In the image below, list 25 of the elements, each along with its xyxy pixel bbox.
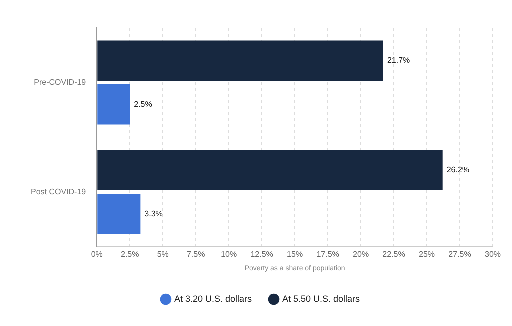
data-label: 3.3% (144, 209, 163, 218)
y-tick-label: Pre-COVID-19 (34, 78, 87, 87)
x-tick-label: 27.5% (448, 250, 472, 260)
bar (98, 40, 384, 81)
x-tick-label: 20% (353, 250, 370, 260)
data-label: 2.5% (134, 100, 152, 109)
legend-label: At 5.50 U.S. dollars (282, 294, 361, 304)
x-tick-label: 22.5% (382, 250, 406, 260)
x-tick-label: 12.5% (250, 250, 274, 260)
x-tick-label: 17.5% (316, 250, 340, 260)
x-tick-label: 30% (484, 250, 501, 260)
x-tick-label: 0% (91, 250, 103, 260)
data-label: 21.7% (387, 56, 410, 66)
x-tick-label: 15% (287, 250, 304, 260)
data-label: 26.2% (446, 166, 470, 175)
bar (98, 84, 130, 125)
x-tick-label: 10% (221, 250, 238, 260)
legend-label: At 3.20 U.S. dollars (174, 294, 252, 304)
x-tick-label: 25% (419, 250, 436, 260)
x-tick-label: 5% (157, 250, 169, 260)
x-tick-label: 2.5% (121, 250, 140, 260)
x-tick-label: 7.5% (186, 250, 206, 260)
bar (98, 150, 443, 190)
bar (98, 194, 141, 234)
y-tick-label: Post COVID-19 (30, 187, 87, 196)
